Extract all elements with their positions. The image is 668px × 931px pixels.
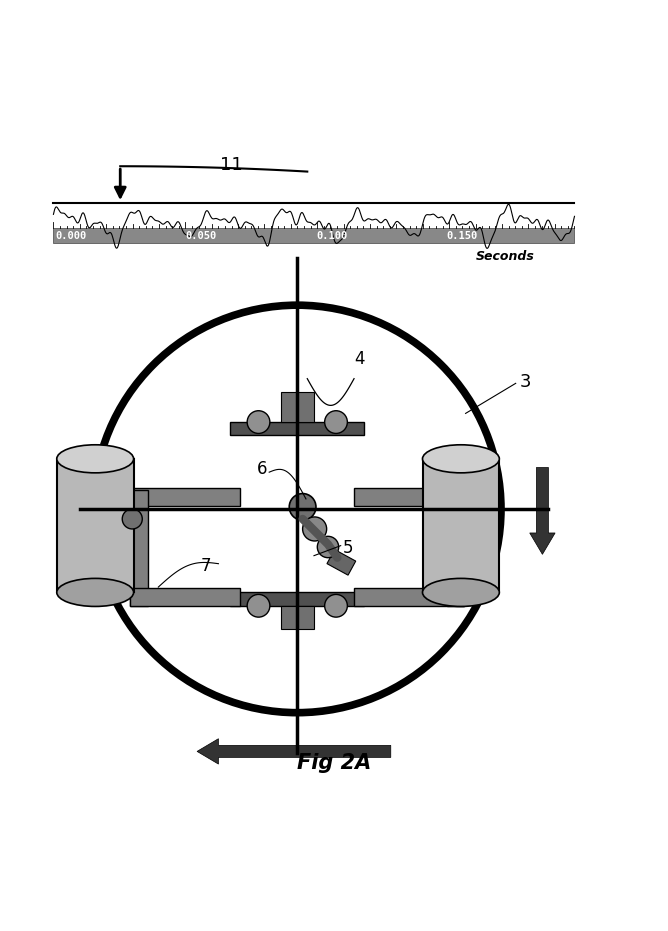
Bar	[230, 422, 364, 436]
Ellipse shape	[422, 445, 500, 473]
Text: 11: 11	[220, 155, 243, 174]
Text: 5: 5	[343, 539, 353, 557]
Bar	[281, 606, 314, 629]
Circle shape	[122, 509, 142, 529]
FancyArrow shape	[197, 738, 391, 764]
Ellipse shape	[57, 578, 134, 606]
Ellipse shape	[57, 445, 134, 473]
Circle shape	[317, 536, 339, 558]
Text: Seconds: Seconds	[476, 250, 534, 263]
Bar	[57, 459, 134, 592]
Bar	[130, 588, 240, 606]
Circle shape	[303, 517, 327, 541]
Bar	[327, 549, 356, 575]
Ellipse shape	[422, 578, 500, 606]
Bar	[423, 459, 500, 592]
Text: 0.150: 0.150	[446, 232, 478, 241]
Bar	[354, 588, 464, 606]
Text: Fig 2A: Fig 2A	[297, 753, 371, 773]
Text: 0.000: 0.000	[55, 232, 87, 241]
Bar	[130, 488, 240, 506]
Text: 4: 4	[354, 350, 365, 368]
Circle shape	[289, 493, 316, 520]
Bar	[281, 392, 314, 422]
Bar	[447, 491, 464, 606]
Circle shape	[325, 411, 347, 434]
Circle shape	[325, 594, 347, 617]
Bar	[130, 491, 148, 606]
Bar	[230, 592, 364, 606]
Text: 7: 7	[200, 557, 211, 574]
Text: 0.100: 0.100	[316, 232, 347, 241]
Text: 6: 6	[257, 460, 268, 478]
FancyArrow shape	[530, 467, 555, 554]
Text: 0.050: 0.050	[186, 232, 217, 241]
Bar	[53, 228, 574, 243]
Bar	[354, 488, 464, 506]
Circle shape	[247, 411, 270, 434]
Text: 3: 3	[520, 373, 531, 391]
Circle shape	[247, 594, 270, 617]
